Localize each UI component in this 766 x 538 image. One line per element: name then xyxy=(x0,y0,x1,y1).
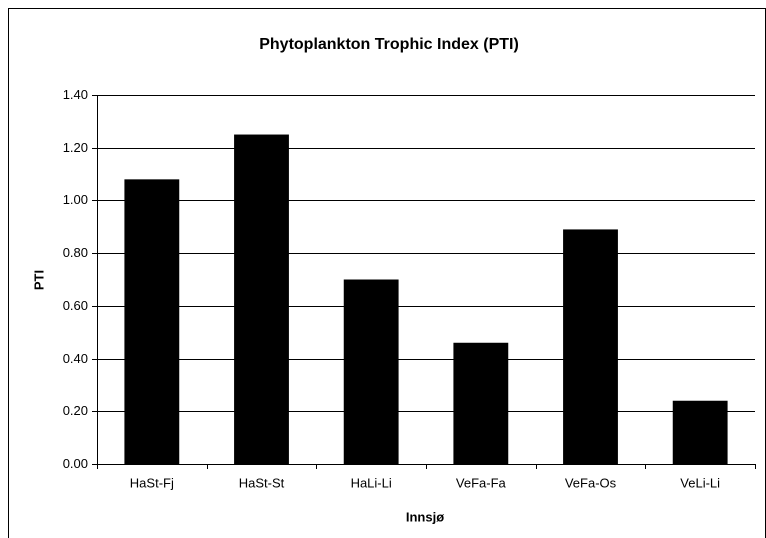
y-axis-label: PTI xyxy=(31,270,46,290)
y-tick-label: 0.00 xyxy=(63,456,88,471)
bar xyxy=(563,229,618,464)
x-tick-label: HaSt-St xyxy=(239,475,285,490)
y-tick-label: 0.20 xyxy=(63,403,88,418)
y-tick-label: 1.00 xyxy=(63,192,88,207)
x-tick-label: VeLi-Li xyxy=(680,475,720,490)
x-axis-label: Innsjø xyxy=(406,509,444,524)
bar xyxy=(343,279,399,464)
y-tick-label: 0.80 xyxy=(63,245,88,260)
x-tick-label: HaLi-Li xyxy=(351,475,392,490)
y-tick-label: 1.40 xyxy=(63,87,88,102)
x-tick-label: HaSt-Fj xyxy=(130,475,174,490)
bar xyxy=(453,342,509,464)
x-tick-label: VeFa-Fa xyxy=(456,475,507,490)
bar xyxy=(672,400,728,464)
y-tick-label: 0.60 xyxy=(63,298,88,313)
chart-title: Phytoplankton Trophic Index (PTI) xyxy=(259,36,519,53)
bar xyxy=(234,134,289,465)
bar xyxy=(124,179,180,465)
y-tick-label: 0.40 xyxy=(63,351,88,366)
x-tick-label: VeFa-Os xyxy=(565,475,617,490)
y-tick-label: 1.20 xyxy=(63,140,88,155)
